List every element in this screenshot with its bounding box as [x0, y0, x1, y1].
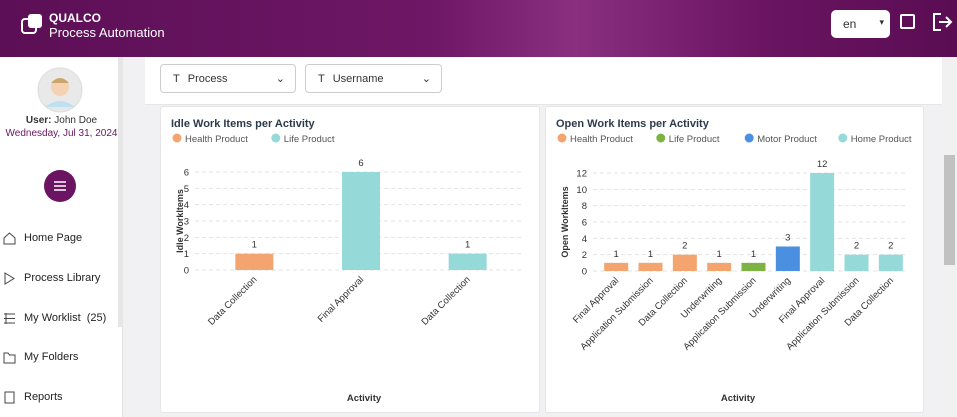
scrollbar — [942, 57, 957, 417]
y-tick-label: 5 — [184, 184, 189, 195]
bar — [448, 253, 487, 270]
menu-label: Process Library — [24, 272, 101, 284]
y-tick-label: 0 — [582, 267, 587, 278]
sidebar-scrollbar — [118, 57, 123, 327]
menu-label: My Folders — [24, 351, 79, 363]
y-tick-label: 12 — [576, 169, 587, 180]
y-axis-label: Idle WorkItems — [175, 189, 185, 253]
legend-swatch — [172, 133, 182, 143]
date: Wednesday, Jul 31, 2024 — [5, 128, 118, 139]
y-tick-label: 3 — [184, 217, 189, 228]
bar — [810, 173, 835, 271]
chart-card: Idle Work Items per Activity Health Produ… — [160, 106, 540, 413]
data-label: 1 — [252, 240, 257, 251]
menu-item[interactable]: Home Page — [0, 228, 118, 248]
x-axis-label: Activity — [721, 393, 756, 404]
menu-label: Home Page — [24, 232, 83, 244]
data-label: 12 — [817, 159, 828, 170]
x-tick-label: Data Collection — [206, 274, 259, 327]
menu-toggle[interactable] — [44, 170, 77, 203]
y-tick-label: 4 — [582, 234, 587, 245]
menu-label: Reports — [24, 391, 63, 403]
y-tick-label: 8 — [582, 201, 587, 212]
legend-swatch — [656, 133, 666, 143]
data-label: 2 — [682, 241, 687, 252]
x-tick-label: Data Collection — [419, 274, 472, 327]
menu-item[interactable]: Process Library — [0, 268, 118, 288]
bar — [741, 262, 766, 271]
avatar — [37, 67, 83, 113]
legend-label: Life Product — [284, 134, 335, 145]
bar — [844, 254, 869, 271]
user-label: User: — [25, 115, 52, 126]
data-label: 2 — [888, 241, 893, 252]
brand: QUALCO — [49, 11, 101, 25]
data-label: 1 — [751, 249, 756, 260]
data-label: 3 — [785, 233, 790, 244]
data-label: 1 — [648, 249, 653, 260]
bar — [775, 246, 800, 271]
logout-button[interactable] — [931, 12, 953, 32]
user-name: John Doe — [54, 115, 98, 126]
y-tick-label: 0 — [184, 266, 189, 277]
filter-label: Process — [187, 72, 228, 85]
x-tick-label: Final Approval — [316, 274, 366, 324]
filter-dropdown[interactable]: T Username ⌄ — [305, 64, 442, 93]
data-label: 1 — [465, 240, 470, 251]
language: en — [843, 17, 857, 31]
menu-item[interactable]: My Folders — [0, 347, 118, 367]
menu-count: (25) — [86, 312, 107, 324]
legend-label: Home Product — [851, 134, 912, 145]
legend-label: Motor Product — [757, 134, 817, 145]
filter-label: Username — [332, 72, 384, 85]
logo-icon — [21, 14, 42, 34]
legend-swatch — [744, 133, 754, 143]
y-tick-label: 2 — [184, 233, 189, 244]
chart-title: Open Work Items per Activity — [556, 118, 710, 130]
bar — [672, 254, 697, 271]
y-tick-label: 4 — [184, 200, 189, 211]
language-select[interactable]: en ▾ — [831, 10, 890, 38]
filter-dropdown[interactable]: T Process ⌄ — [160, 64, 296, 93]
bar — [638, 262, 663, 271]
y-tick-label: 6 — [582, 218, 587, 229]
legend-label: Health Product — [570, 134, 633, 145]
x-axis-label: Activity — [347, 393, 382, 404]
y-tick-label: 1 — [184, 249, 189, 260]
bar — [604, 262, 629, 271]
y-tick-label: 6 — [184, 168, 189, 179]
menu-label: My Worklist — [24, 312, 81, 324]
chart-card: Open Work Items per Activity Health Produ… — [545, 106, 924, 413]
header: QUALCO Process Automation en ▾ — [0, 0, 957, 57]
y-tick-label: 10 — [576, 185, 587, 196]
legend-swatch — [271, 133, 281, 143]
chart-title: Idle Work Items per Activity — [171, 118, 316, 130]
y-axis-label: Open WorkItems — [560, 186, 570, 257]
fullscreen-button[interactable] — [899, 13, 917, 31]
sidebar: User: John Doe Wednesday, Jul 31, 2024 H… — [0, 57, 123, 417]
bar — [235, 253, 274, 270]
menu-item[interactable]: My Worklist (25) — [0, 308, 118, 328]
menu-item[interactable]: Reports — [0, 387, 118, 407]
y-tick-label: 2 — [582, 250, 587, 261]
legend-label: Life Product — [669, 134, 720, 145]
legend-swatch — [557, 133, 567, 143]
bar — [342, 172, 380, 270]
user-info: User: John Doe — [0, 115, 123, 126]
data-label: 1 — [614, 249, 619, 260]
product-name: Process Automation — [49, 25, 165, 40]
bar — [707, 262, 732, 271]
legend-label: Health Product — [185, 134, 248, 145]
bar — [878, 254, 903, 271]
legend-swatch — [838, 133, 848, 143]
data-label: 2 — [854, 241, 859, 252]
data-label: 1 — [717, 249, 722, 260]
data-label: 6 — [358, 158, 363, 169]
